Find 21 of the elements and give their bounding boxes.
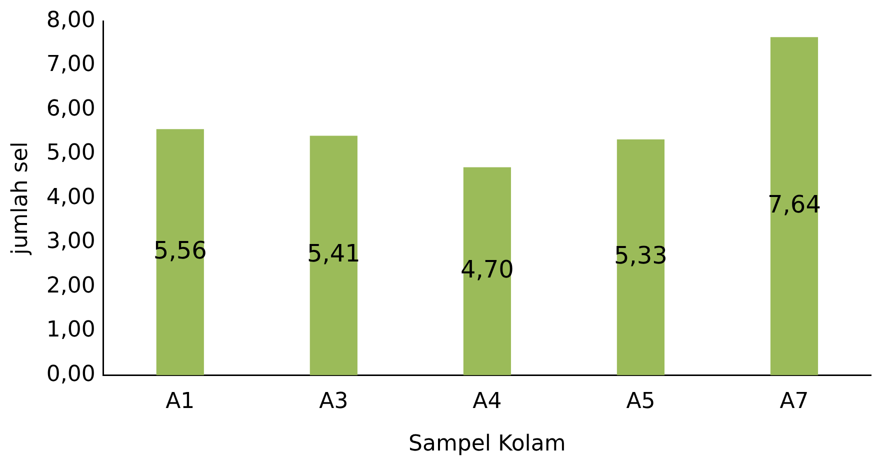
x-tick-label: A5 — [626, 389, 656, 414]
bar — [616, 139, 665, 376]
bar — [310, 136, 358, 376]
y-tick-label: 0,00 — [46, 362, 96, 387]
y-tick-label: 8,00 — [46, 8, 96, 33]
y-axis-title: jumlah sel — [8, 142, 33, 256]
y-tick-label: 7,00 — [46, 52, 96, 78]
y-tick-label: 3,00 — [46, 229, 96, 254]
x-tick-label: A4 — [472, 389, 502, 414]
bar — [463, 167, 511, 376]
y-tick-label: 4,00 — [46, 184, 96, 210]
bar — [770, 37, 818, 376]
y-tick-label: 5,00 — [46, 140, 96, 166]
y-tick-label: 2,00 — [46, 273, 96, 298]
bar — [156, 129, 204, 376]
y-tick-label: 6,00 — [46, 96, 96, 122]
y-tick-label: 1,00 — [46, 318, 96, 343]
x-tick-label: A1 — [166, 389, 195, 414]
x-axis-title: Sampel Kolam — [408, 432, 566, 457]
x-tick-label: A7 — [780, 389, 809, 414]
x-tick-label: A3 — [319, 389, 348, 414]
